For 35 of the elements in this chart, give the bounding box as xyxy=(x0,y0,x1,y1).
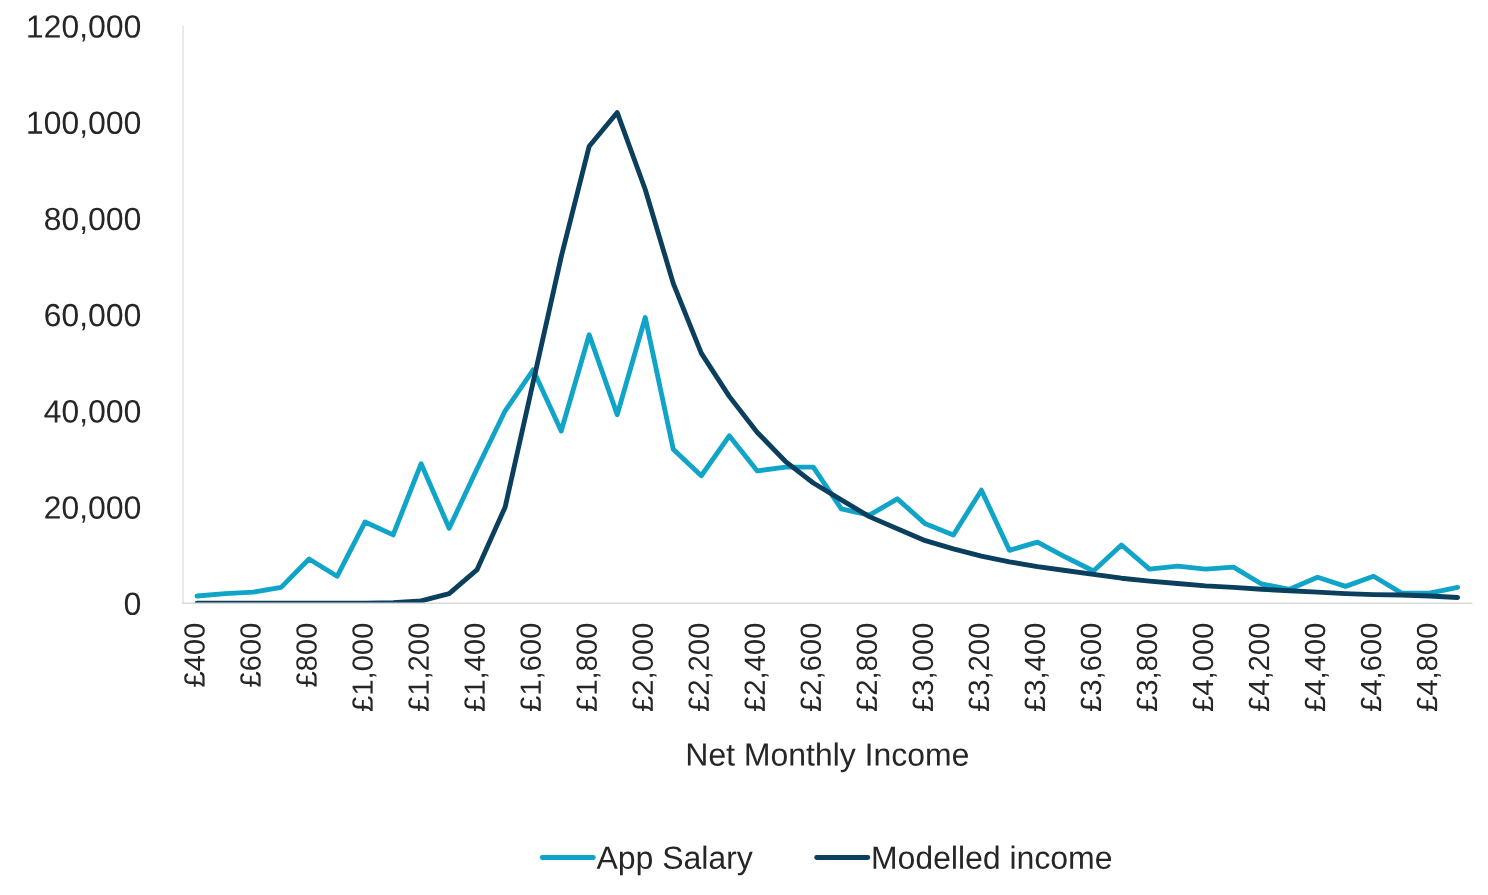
y-tick-label: 80,000 xyxy=(45,207,141,235)
x-tick-label: £400 xyxy=(184,623,205,687)
x-tick-label: £3,800 xyxy=(1136,623,1161,712)
x-tick-label: £4,000 xyxy=(1192,623,1217,712)
x-tick-label: £3,600 xyxy=(1080,623,1105,712)
x-tick-label: £4,600 xyxy=(1360,623,1385,712)
x-tick-label: £2,600 xyxy=(800,623,825,712)
x-axis-title: Net Monthly Income xyxy=(687,742,968,773)
y-tick-label: 0 xyxy=(124,592,141,616)
x-tick-label: £4,400 xyxy=(1304,623,1329,712)
line-series xyxy=(194,315,1461,599)
x-tick-label: £1,200 xyxy=(408,623,433,712)
x-tick-label: £3,200 xyxy=(968,623,993,712)
y-tick-label: 100,000 xyxy=(28,111,141,138)
x-tick-label: £800 xyxy=(296,623,317,687)
x-tick-label: £1,400 xyxy=(464,623,489,712)
x-tick-label: £3,400 xyxy=(1024,623,1049,712)
x-tick-label: £1,000 xyxy=(352,623,377,712)
x-tick-label: £600 xyxy=(240,623,261,687)
x-tick-label: £4,200 xyxy=(1248,623,1273,712)
y-tick-label: 20,000 xyxy=(45,496,141,523)
x-tick-label: £4,800 xyxy=(1416,623,1441,712)
legend-label: Modelled income xyxy=(873,845,1112,870)
line-series xyxy=(194,110,1461,604)
x-tick-label: £2,800 xyxy=(856,623,881,712)
x-tick-label: £1,800 xyxy=(576,623,601,712)
x-tick-label: £1,600 xyxy=(520,623,545,712)
x-tick-label: £2,200 xyxy=(688,623,713,712)
legend-label: App Salary xyxy=(596,845,753,876)
y-tick-label: 60,000 xyxy=(45,303,141,331)
x-tick-label: £3,000 xyxy=(912,623,937,712)
x-tick-label: £2,400 xyxy=(744,623,769,712)
x-tick-label: £2,000 xyxy=(632,623,657,712)
y-tick-label: 120,000 xyxy=(28,15,141,42)
y-tick-label: 40,000 xyxy=(44,400,141,427)
